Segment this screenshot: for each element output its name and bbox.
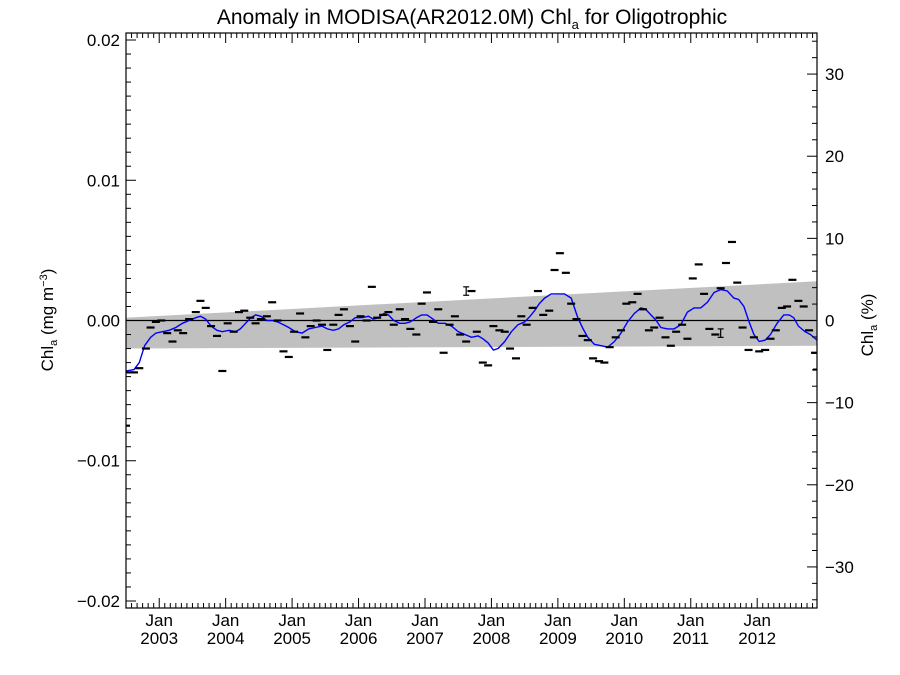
y-label-right-sub: a bbox=[868, 324, 880, 331]
x-tick-label-month: Jan bbox=[743, 611, 770, 630]
chart-title-main: Anomaly in MODISA(AR2012.0M) Chl bbox=[217, 6, 572, 29]
error-bar bbox=[717, 328, 724, 338]
x-tick-label-year: 2008 bbox=[473, 629, 511, 648]
right-tick-label: −20 bbox=[825, 476, 854, 495]
x-tick-label-year: 2004 bbox=[207, 629, 245, 648]
left-tick-label: −0.02 bbox=[77, 592, 120, 611]
x-tick-label-year: 2003 bbox=[140, 629, 178, 648]
x-tick-label-month: Jan bbox=[611, 611, 638, 630]
right-tick-label: 10 bbox=[825, 229, 844, 248]
x-tick-label-year: 2009 bbox=[539, 629, 577, 648]
y-label-right-tail: (%) bbox=[858, 294, 877, 325]
errorbar-layer bbox=[463, 286, 724, 338]
left-tick-label: 0.02 bbox=[87, 31, 120, 50]
x-tick-label-month: Jan bbox=[212, 611, 239, 630]
right-tick-label: −30 bbox=[825, 558, 854, 577]
y-axis-label-left: Chla (mg m−3) bbox=[38, 269, 60, 372]
x-tick-label-month: Jan bbox=[278, 611, 305, 630]
chart-title-subscript: a bbox=[572, 17, 580, 32]
y-label-left-sub: a bbox=[48, 339, 60, 346]
smooth-line-layer bbox=[125, 288, 818, 372]
x-axis-ticks: Jan2003Jan2004Jan2005Jan2006Jan2007Jan20… bbox=[125, 33, 814, 648]
left-axis-ticks: 0.02 0.01 0.00 −0.01 −0.02 bbox=[77, 31, 136, 611]
data-points-layer bbox=[126, 240, 817, 427]
right-tick-label: −10 bbox=[825, 394, 854, 413]
x-tick-label-month: Jan bbox=[146, 611, 173, 630]
y-label-left-main: Chl bbox=[38, 346, 57, 372]
right-axis-ticks: 30 20 10 0 −10 −20 −30 bbox=[807, 40, 854, 601]
y-label-left-close: ) bbox=[38, 269, 57, 275]
error-bar bbox=[463, 286, 470, 296]
y-axis-label-right: Chla (%) bbox=[858, 294, 880, 357]
x-tick-label-month: Jan bbox=[677, 611, 704, 630]
right-tick-label: 20 bbox=[825, 147, 844, 166]
x-tick-label-year: 2010 bbox=[605, 629, 643, 648]
left-tick-label: 0.01 bbox=[87, 171, 120, 190]
x-tick-label-year: 2011 bbox=[672, 629, 709, 648]
smooth-line bbox=[125, 288, 818, 372]
x-tick-label-year: 2005 bbox=[273, 629, 311, 648]
left-tick-label: 0.00 bbox=[87, 312, 120, 331]
x-tick-label-year: 2007 bbox=[406, 629, 444, 648]
chart-title-tail: for Oligotrophic bbox=[579, 6, 727, 29]
x-tick-label-year: 2006 bbox=[340, 629, 378, 648]
right-tick-label: 30 bbox=[825, 65, 844, 84]
y-label-left-sup: −3 bbox=[38, 274, 50, 287]
x-tick-label-month: Jan bbox=[478, 611, 505, 630]
y-label-right-main: Chl bbox=[858, 331, 877, 357]
x-tick-label-month: Jan bbox=[544, 611, 571, 630]
left-tick-label: −0.01 bbox=[77, 452, 120, 471]
x-tick-label-month: Jan bbox=[345, 611, 372, 630]
right-tick-label: 0 bbox=[825, 312, 834, 331]
x-tick-label-year: 2012 bbox=[738, 629, 776, 648]
y-label-left-tail: (mg m bbox=[38, 287, 57, 340]
x-tick-label-month: Jan bbox=[411, 611, 438, 630]
chart-title: Anomaly in MODISA(AR2012.0M) Chla for Ol… bbox=[217, 6, 727, 32]
